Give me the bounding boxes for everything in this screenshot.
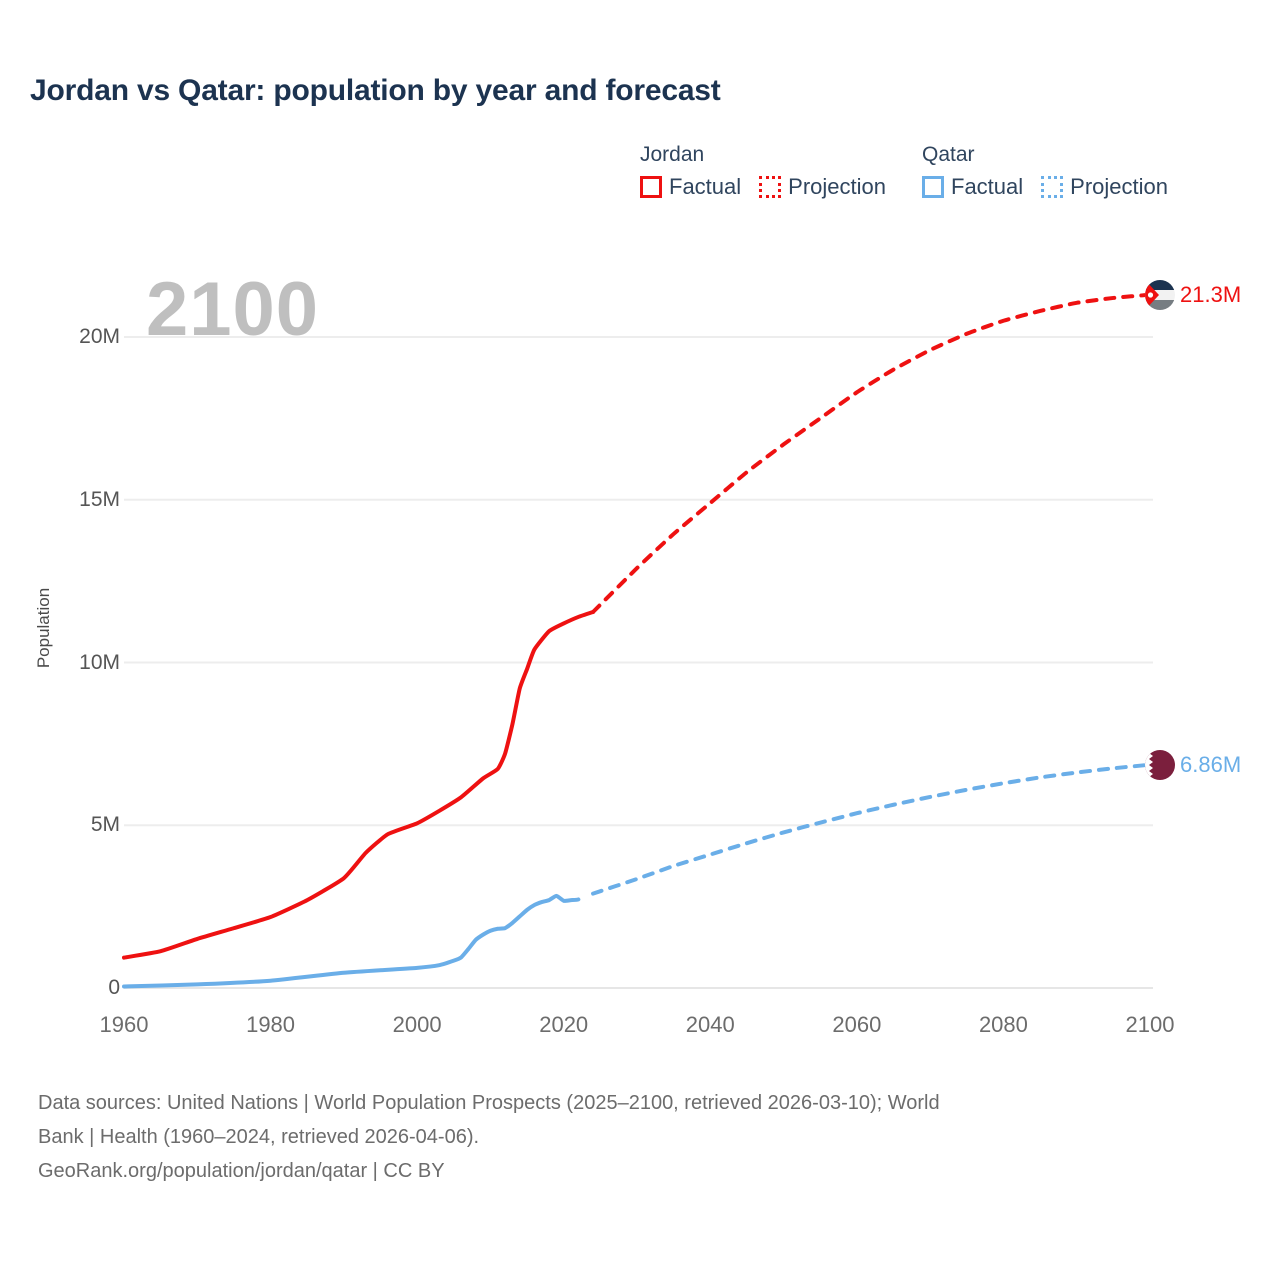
legend-items-jordan: Factual Projection xyxy=(640,174,886,200)
x-axis-tick-label: 2060 xyxy=(832,1012,882,1037)
series-line-jordan-factual xyxy=(122,609,596,960)
x-axis-tick-label: 2040 xyxy=(685,1012,735,1037)
legend-item-label: Projection xyxy=(788,174,886,199)
series-lines xyxy=(122,292,1152,989)
legend-swatch-dotted-icon xyxy=(759,176,782,198)
legend-swatch-solid-icon xyxy=(922,176,944,198)
jordan-endpoint-value-label: 21.3M xyxy=(1180,281,1242,307)
legend-item-qatar-factual[interactable]: Factual xyxy=(922,174,1023,200)
series-line-qatar-factual xyxy=(122,893,581,989)
chart-legend: Jordan Factual Projection Qatar Factual xyxy=(640,142,1168,200)
y-axis-tick-label: 10M xyxy=(79,650,120,674)
footer-line-sources-cont: Bank | Health (1960–2024, retrieved 2026… xyxy=(38,1126,480,1148)
x-axis-tick-label: 2020 xyxy=(539,1012,589,1037)
x-axis-tick-label: 2000 xyxy=(392,1012,442,1037)
y-axis-tick-label: 5M xyxy=(90,813,120,837)
x-axis-tick-label: 2100 xyxy=(1125,1012,1175,1037)
legend-item-jordan-projection[interactable]: Projection xyxy=(759,174,886,200)
jordan-flag-icon xyxy=(1145,279,1175,310)
y-axis-tick-label: 0 xyxy=(108,976,120,999)
y-axis-tick-label: 20M xyxy=(79,325,120,348)
x-axis-tick-label: 1960 xyxy=(99,1012,149,1037)
series-line-qatar-projection xyxy=(591,762,1152,896)
legend-swatch-solid-icon xyxy=(640,176,662,198)
footer: Data sources: United Nations | World Pop… xyxy=(38,1086,1238,1188)
series-line-jordan-projection xyxy=(591,292,1152,614)
legend-item-label: Projection xyxy=(1070,174,1168,199)
footer-line-attribution: GeoRank.org/population/jordan/qatar | CC… xyxy=(38,1160,445,1182)
qatar-endpoint-value-label: 6.86M xyxy=(1180,751,1242,777)
legend-group-title-jordan: Jordan xyxy=(640,143,705,166)
legend-item-qatar-projection[interactable]: Projection xyxy=(1041,174,1168,200)
year-watermark: 2100 xyxy=(146,267,320,352)
x-axis-tick-label: 1980 xyxy=(246,1012,296,1037)
page-title: Jordan vs Qatar: population by year and … xyxy=(30,74,721,107)
qatar-flag-icon xyxy=(1145,749,1175,780)
footer-line-sources: Data sources: United Nations | World Pop… xyxy=(38,1092,940,1114)
gridlines xyxy=(124,336,1153,989)
x-axis-tick-label: 2080 xyxy=(978,1012,1028,1037)
legend-item-label: Factual xyxy=(669,174,742,199)
legend-item-label: Factual xyxy=(951,174,1024,199)
legend-items-qatar: Factual Projection xyxy=(922,174,1168,200)
legend-group-jordan: Jordan Factual Projection xyxy=(640,142,886,200)
legend-item-jordan-factual[interactable]: Factual xyxy=(640,174,741,200)
y-axis-tick-label: 15M xyxy=(79,487,120,511)
legend-swatch-dotted-icon xyxy=(1041,176,1064,198)
legend-group-qatar: Qatar Factual Projection xyxy=(922,142,1168,200)
legend-group-title-qatar: Qatar xyxy=(922,143,975,166)
